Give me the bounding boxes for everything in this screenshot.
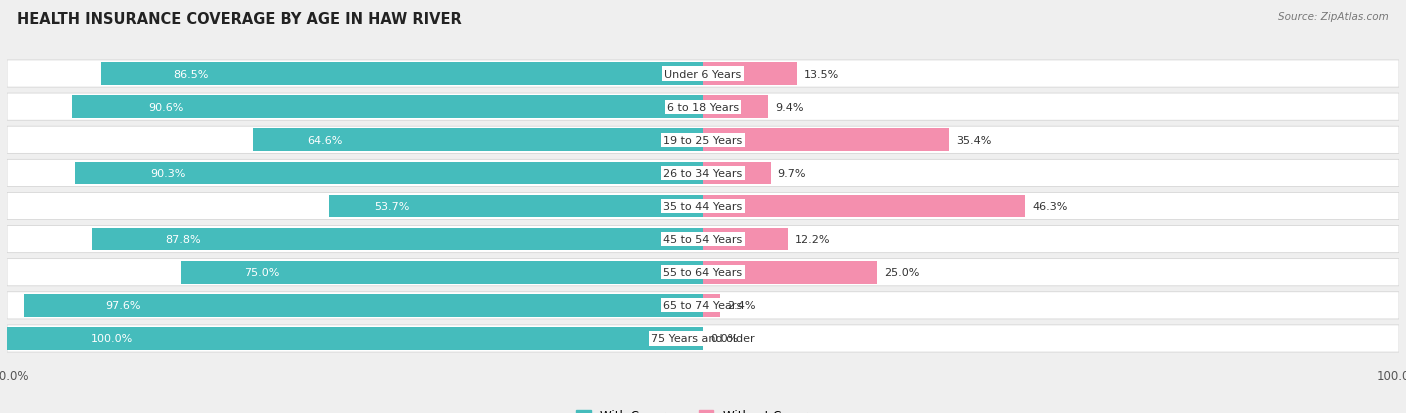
Bar	[329, 195, 703, 218]
FancyBboxPatch shape	[7, 325, 1399, 352]
Text: 75.0%: 75.0%	[243, 268, 278, 278]
Bar	[703, 228, 787, 251]
Text: 35 to 44 Years: 35 to 44 Years	[664, 202, 742, 211]
FancyBboxPatch shape	[7, 259, 1399, 286]
Text: 53.7%: 53.7%	[374, 202, 409, 211]
FancyBboxPatch shape	[7, 127, 1399, 154]
Bar	[101, 63, 703, 85]
Text: 2.4%: 2.4%	[727, 301, 755, 311]
Text: 12.2%: 12.2%	[794, 235, 831, 244]
Text: 35.4%: 35.4%	[956, 135, 991, 145]
FancyBboxPatch shape	[7, 292, 1399, 319]
FancyBboxPatch shape	[7, 61, 1399, 88]
Bar	[703, 63, 797, 85]
Bar	[703, 261, 877, 284]
Text: 87.8%: 87.8%	[166, 235, 201, 244]
Text: 46.3%: 46.3%	[1032, 202, 1067, 211]
Legend: With Coverage, Without Coverage: With Coverage, Without Coverage	[572, 404, 834, 413]
Text: Source: ZipAtlas.com: Source: ZipAtlas.com	[1278, 12, 1389, 22]
Text: Under 6 Years: Under 6 Years	[665, 69, 741, 79]
Bar	[181, 261, 703, 284]
FancyBboxPatch shape	[7, 193, 1399, 220]
Text: 9.7%: 9.7%	[778, 169, 806, 178]
Text: 25.0%: 25.0%	[884, 268, 920, 278]
Text: 26 to 34 Years: 26 to 34 Years	[664, 169, 742, 178]
Text: 75 Years and older: 75 Years and older	[651, 334, 755, 344]
Bar	[703, 162, 770, 185]
Text: 13.5%: 13.5%	[804, 69, 839, 79]
Text: 19 to 25 Years: 19 to 25 Years	[664, 135, 742, 145]
Text: 65 to 74 Years: 65 to 74 Years	[664, 301, 742, 311]
Bar	[75, 162, 703, 185]
Text: 55 to 64 Years: 55 to 64 Years	[664, 268, 742, 278]
Text: 100.0%: 100.0%	[90, 334, 132, 344]
FancyBboxPatch shape	[7, 94, 1399, 121]
Text: 86.5%: 86.5%	[173, 69, 208, 79]
Bar	[703, 294, 720, 317]
Bar	[73, 96, 703, 119]
Text: 90.3%: 90.3%	[150, 169, 186, 178]
Text: 97.6%: 97.6%	[105, 301, 141, 311]
Text: 0.0%: 0.0%	[710, 334, 738, 344]
Text: 45 to 54 Years: 45 to 54 Years	[664, 235, 742, 244]
Text: 9.4%: 9.4%	[775, 102, 804, 112]
Text: HEALTH INSURANCE COVERAGE BY AGE IN HAW RIVER: HEALTH INSURANCE COVERAGE BY AGE IN HAW …	[17, 12, 461, 27]
Bar	[7, 328, 703, 350]
FancyBboxPatch shape	[7, 160, 1399, 187]
Bar	[253, 129, 703, 152]
Bar	[703, 195, 1025, 218]
Text: 64.6%: 64.6%	[308, 135, 343, 145]
FancyBboxPatch shape	[7, 226, 1399, 253]
Text: 6 to 18 Years: 6 to 18 Years	[666, 102, 740, 112]
Bar	[24, 294, 703, 317]
Bar	[91, 228, 703, 251]
Text: 90.6%: 90.6%	[148, 102, 184, 112]
Bar	[703, 129, 949, 152]
Bar	[703, 96, 769, 119]
